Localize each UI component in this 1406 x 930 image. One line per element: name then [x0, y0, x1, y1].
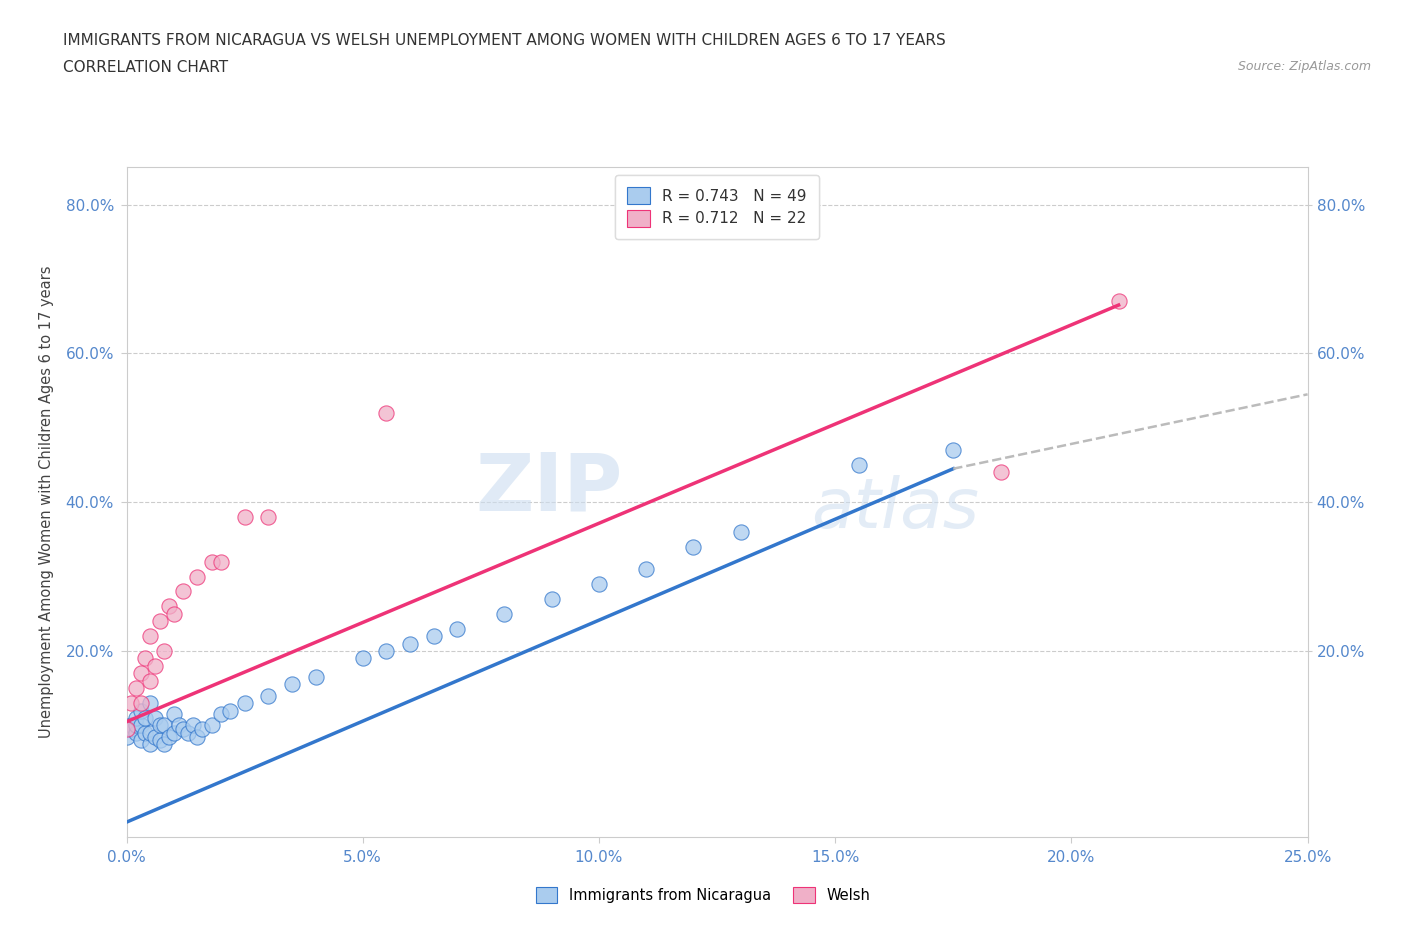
Point: [375, 405, 398, 420]
Point: [257, 510, 280, 525]
Point: [125, 711, 148, 725]
Point: [186, 569, 208, 584]
Point: [191, 722, 214, 737]
Point: [200, 554, 222, 569]
Point: [1108, 294, 1130, 309]
Point: [157, 729, 180, 744]
Point: [115, 722, 138, 737]
Point: [129, 703, 152, 718]
Point: [848, 458, 870, 472]
Point: [730, 525, 752, 539]
Point: [233, 696, 256, 711]
Point: [139, 629, 162, 644]
Point: [134, 651, 156, 666]
Point: [120, 696, 142, 711]
Point: [125, 681, 148, 696]
Point: [120, 722, 142, 737]
Point: [352, 651, 374, 666]
Point: [163, 707, 186, 722]
Point: [200, 718, 222, 733]
Point: [172, 584, 194, 599]
Point: [167, 718, 190, 733]
Point: [134, 711, 156, 725]
Point: [257, 688, 280, 703]
Point: [494, 606, 516, 621]
Legend: Immigrants from Nicaragua, Welsh: Immigrants from Nicaragua, Welsh: [530, 882, 876, 909]
Point: [125, 718, 148, 733]
Point: [153, 718, 176, 733]
Point: [682, 539, 704, 554]
Point: [129, 718, 152, 733]
Point: [233, 510, 256, 525]
Point: [143, 658, 166, 673]
Point: [540, 591, 562, 606]
Point: [149, 718, 172, 733]
Point: [115, 729, 138, 744]
Point: [209, 554, 232, 569]
Point: [399, 636, 422, 651]
Point: [942, 443, 965, 458]
Point: [125, 725, 148, 740]
Point: [281, 677, 304, 692]
Point: [163, 725, 186, 740]
Text: atlas: atlas: [811, 475, 980, 542]
Point: [181, 718, 204, 733]
Point: [588, 577, 610, 591]
Text: Source: ZipAtlas.com: Source: ZipAtlas.com: [1237, 60, 1371, 73]
Point: [177, 725, 200, 740]
Point: [139, 673, 162, 688]
Point: [149, 733, 172, 748]
Text: CORRELATION CHART: CORRELATION CHART: [63, 60, 228, 75]
Point: [143, 711, 166, 725]
Point: [990, 465, 1012, 480]
Point: [375, 644, 398, 658]
Point: [219, 703, 242, 718]
Point: [304, 670, 326, 684]
Point: [139, 725, 162, 740]
Point: [422, 629, 444, 644]
Point: [186, 729, 208, 744]
Point: [157, 599, 180, 614]
Point: [153, 737, 176, 751]
Point: [129, 733, 152, 748]
Point: [134, 725, 156, 740]
Point: [129, 666, 152, 681]
Point: [139, 696, 162, 711]
Y-axis label: Unemployment Among Women with Children Ages 6 to 17 years: Unemployment Among Women with Children A…: [39, 266, 55, 738]
Text: ZIP: ZIP: [475, 450, 623, 528]
Point: [636, 562, 658, 577]
Point: [129, 696, 152, 711]
Legend: R = 0.743   N = 49, R = 0.712   N = 22: R = 0.743 N = 49, R = 0.712 N = 22: [614, 175, 820, 239]
Point: [139, 737, 162, 751]
Point: [153, 644, 176, 658]
Point: [149, 614, 172, 629]
Point: [143, 729, 166, 744]
Point: [209, 707, 232, 722]
Text: IMMIGRANTS FROM NICARAGUA VS WELSH UNEMPLOYMENT AMONG WOMEN WITH CHILDREN AGES 6: IMMIGRANTS FROM NICARAGUA VS WELSH UNEMP…: [63, 33, 946, 47]
Point: [172, 722, 194, 737]
Point: [120, 718, 142, 733]
Point: [446, 621, 468, 636]
Point: [163, 606, 186, 621]
